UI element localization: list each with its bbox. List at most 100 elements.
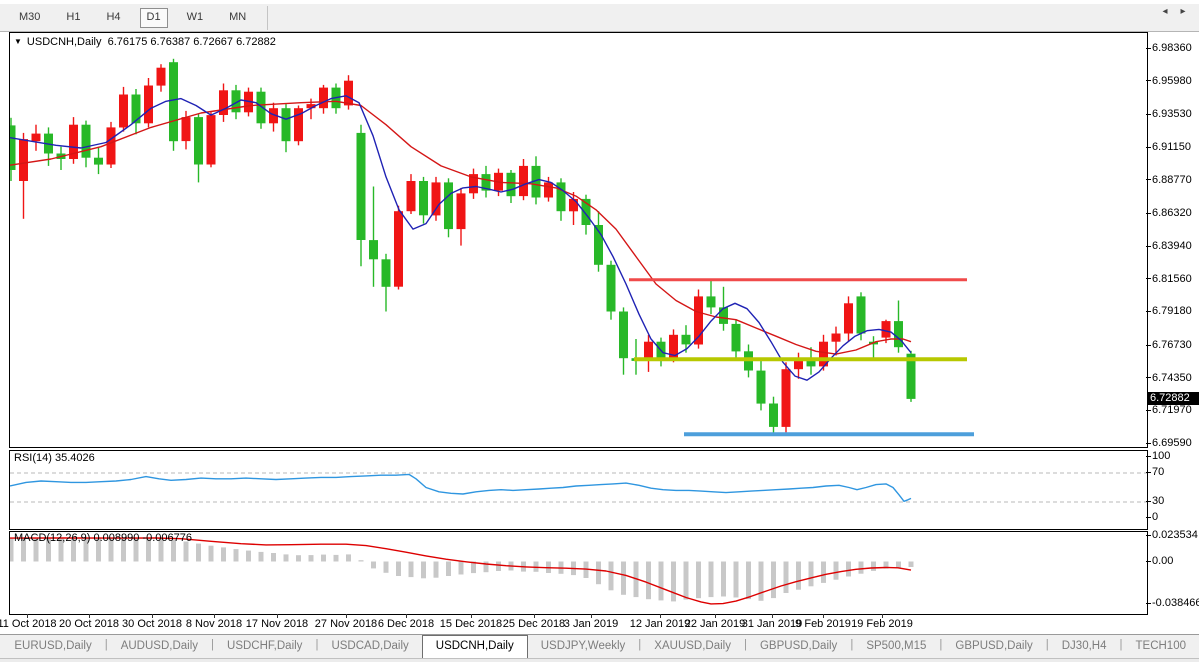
chart-tab-gbpusd-daily[interactable]: GBPUSD,Daily [955, 640, 1033, 652]
candle-down [94, 157, 103, 165]
toolbar-separator [267, 5, 269, 30]
tab-scroll-left-icon[interactable]: ◂ [1162, 6, 1168, 17]
macd-histogram-bar [908, 561, 914, 567]
macd-histogram-bar [96, 538, 101, 562]
rsi-label: RSI(14) 35.4026 [14, 452, 95, 464]
price-axis-label: 6.79180 [1152, 305, 1192, 317]
price-axis-tick [1146, 213, 1151, 214]
chart-tab-audusd-daily[interactable]: AUDUSD,Daily [120, 640, 199, 652]
tab-separator: | [939, 639, 943, 651]
candle-down [81, 124, 91, 158]
macd-axis-tick [1146, 603, 1151, 604]
macd-histogram-bar [258, 551, 264, 562]
price-axis-label: 6.81560 [1152, 273, 1192, 285]
candle-up [781, 369, 791, 427]
candle-down [10, 125, 16, 170]
chart-tab-sp500-m15[interactable]: SP500,M15 [866, 640, 927, 652]
candle-up [156, 67, 166, 86]
price-axis-tick [1146, 179, 1151, 180]
macd-histogram-bar [346, 554, 351, 562]
price-axis-tick [1146, 410, 1151, 411]
candle-down [531, 165, 541, 198]
macd-histogram-bar [221, 547, 226, 562]
macd-histogram-bar [171, 539, 176, 562]
macd-axis-label: 0.023534 [1152, 529, 1198, 541]
rsi-line [10, 473, 912, 502]
timeframe-button-mn[interactable]: MN [229, 10, 247, 23]
candle-down [381, 259, 391, 287]
date-axis-label: 19 Feb 2019 [851, 618, 913, 630]
candle-up [31, 133, 41, 142]
chart-collapse-icon[interactable]: ▼ [14, 37, 22, 46]
macd-histogram-bar [446, 561, 451, 576]
chart-tab-usdcnh-daily[interactable]: USDCNH,Daily [421, 635, 528, 659]
price-axis-label: 6.86320 [1152, 207, 1192, 219]
timeframe-button-d1[interactable]: D1 [139, 7, 168, 28]
candle-up [794, 358, 803, 370]
candle-up [544, 182, 553, 198]
macd-histogram-bar [308, 555, 314, 562]
candle-up [269, 108, 278, 124]
tab-separator: | [638, 639, 642, 651]
chart-tab-gbpusd-daily[interactable]: GBPUSD,Daily [759, 640, 838, 652]
macd-axis-label: 0.00 [1152, 555, 1174, 567]
candle-up [106, 127, 116, 165]
rsi-axis-tick [1146, 517, 1151, 518]
price-axis-label: 6.74350 [1152, 372, 1192, 384]
chart-tab-tech100[interactable]: TECH100 [1135, 640, 1187, 652]
chart-tab-usdchf-daily[interactable]: USDCHF,Daily [227, 640, 303, 652]
macd-histogram-bar [783, 561, 789, 593]
macd-histogram-bar [808, 561, 814, 587]
timeframe-button-h1[interactable]: H1 [66, 10, 81, 23]
candle-up [844, 303, 853, 334]
tab-separator: | [211, 639, 215, 651]
macd-histogram-bar [433, 561, 439, 578]
candle-down [706, 296, 716, 308]
macd-histogram-bar [233, 549, 239, 562]
chart-tab-usdcad-daily[interactable]: USDCAD,Daily [331, 640, 409, 652]
candle-up [431, 182, 441, 216]
macd-histogram-bar [21, 537, 26, 562]
macd-histogram-bar [396, 561, 401, 576]
candle-up [319, 87, 328, 109]
macd-histogram-bar [421, 561, 426, 579]
macd-axis-tick [1146, 535, 1151, 536]
timeframe-button-m30[interactable]: M30 [19, 10, 41, 23]
date-axis-tick [882, 614, 883, 618]
rsi-chart [10, 472, 1147, 503]
timeframe-button-w1[interactable]: W1 [186, 10, 204, 23]
candle-down [894, 321, 903, 348]
macd-histogram-bar [483, 561, 489, 573]
candle-up [19, 139, 28, 181]
candle-down [169, 62, 178, 142]
price-chart-pane [9, 32, 1148, 448]
macd-histogram-bar [796, 561, 801, 590]
macd-histogram-bar [596, 561, 601, 585]
macd-histogram-bar [896, 561, 901, 568]
chart-tab-dj30-h4[interactable]: DJ30,H4 [1061, 640, 1107, 652]
chart-tab-xauusd-daily[interactable]: XAUUSD,Daily [654, 640, 731, 652]
candle-up [406, 181, 416, 212]
rsi-axis-tick [1146, 456, 1151, 457]
price-axis-label: 6.76730 [1152, 339, 1192, 351]
chart-tab-eurusd-daily[interactable]: EURUSD,Daily [14, 640, 92, 652]
macd-histogram-bar [371, 561, 376, 569]
macd-histogram-bar [646, 561, 651, 600]
chart-tab-usdjpy-weekly[interactable]: USDJPY,Weekly [540, 640, 626, 652]
candle-down [581, 198, 591, 225]
macd-histogram-bar [333, 554, 339, 562]
tab-scroll-right-icon[interactable]: ▸ [1180, 6, 1186, 17]
date-axis-label: 30 Oct 2018 [122, 618, 182, 630]
macd-histogram-bar [883, 561, 889, 569]
candle-up [644, 341, 653, 361]
price-axis-tick [1146, 443, 1151, 444]
timeframe-button-h4[interactable]: H4 [106, 10, 121, 23]
candle-down [131, 94, 141, 124]
macd-histogram-bar [283, 554, 289, 562]
macd-histogram-bar [158, 538, 164, 562]
macd-indicator-pane [9, 531, 1148, 615]
macd-histogram-bar [658, 561, 664, 601]
candle-down [356, 132, 366, 240]
macd-histogram-bar [671, 561, 676, 602]
rsi-axis-label: 100 [1152, 450, 1171, 462]
